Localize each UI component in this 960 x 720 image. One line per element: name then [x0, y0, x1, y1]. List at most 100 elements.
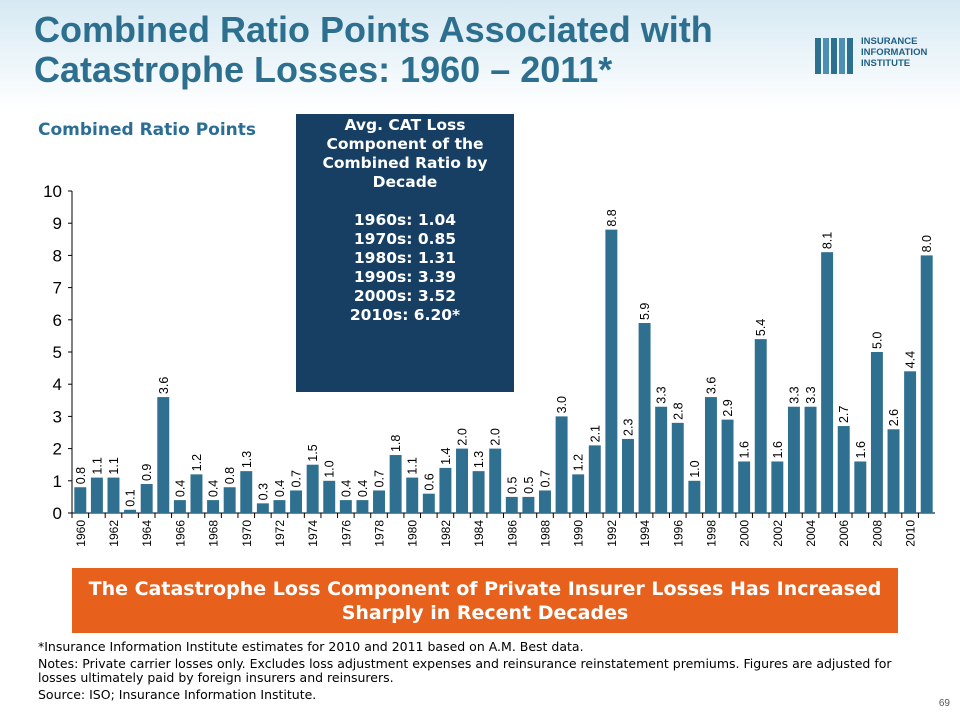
bar-value-label: 1.6: [738, 441, 752, 458]
bar-value-label: 1.5: [306, 444, 320, 461]
y-tick-label: 4: [53, 375, 62, 394]
bar-value-label: 1.3: [240, 451, 254, 468]
x-tick-label: 1980: [406, 520, 420, 547]
bar-value-label: 0.4: [273, 480, 287, 497]
y-tick-label: 1: [53, 472, 62, 491]
decade-average-box: Avg. CAT Loss Component of the Combined …: [294, 112, 516, 394]
bar-value-label: 0.5: [505, 476, 519, 493]
bar: [323, 480, 336, 513]
page-title: Combined Ratio Points Associated with Ca…: [34, 9, 713, 90]
bar: [870, 352, 883, 513]
x-tick-label: 1976: [339, 520, 353, 547]
bar: [655, 406, 668, 513]
bar: [721, 419, 734, 513]
bar: [804, 406, 817, 513]
bar-value-label: 1.1: [107, 457, 121, 474]
bar: [157, 397, 170, 513]
x-tick-label: 1960: [74, 520, 88, 547]
x-tick-label: 1990: [572, 520, 586, 547]
bar: [704, 397, 717, 513]
bar: [240, 471, 253, 513]
bar-value-label: 1.1: [90, 457, 104, 474]
bar: [605, 229, 618, 513]
callout-banner: The Catastrophe Loss Component of Privat…: [72, 568, 898, 633]
bar: [439, 467, 452, 513]
y-tick-label: 5: [53, 343, 62, 362]
bar: [787, 406, 800, 513]
bar-value-label: 8.0: [920, 235, 934, 252]
footnote-notes: Notes: Private carrier losses only. Excl…: [38, 656, 892, 685]
y-tick-label: 7: [53, 279, 62, 298]
bar-value-label: 2.1: [588, 425, 602, 442]
bar-value-label: 0.7: [373, 470, 387, 487]
bar: [837, 426, 850, 513]
decade-line-1970s: 1970s: 0.85: [353, 230, 457, 248]
y-tick-label: 6: [53, 311, 62, 330]
bar: [754, 339, 767, 513]
bar: [854, 461, 867, 513]
bar: [738, 461, 751, 513]
bar: [190, 474, 203, 513]
logo-text: INSURANCE INFORMATION INSTITUTE: [861, 36, 928, 69]
x-tick-label: 1974: [306, 520, 320, 547]
x-tick-label: 1962: [107, 520, 121, 547]
bar-value-label: 0.7: [538, 470, 552, 487]
y-tick-label: 8: [53, 246, 62, 265]
bar-value-label: 3.3: [787, 386, 801, 403]
y-axis-title: Combined Ratio Points: [38, 120, 257, 140]
bar: [887, 429, 900, 513]
bar: [771, 461, 784, 513]
bar-value-label: 0.9: [140, 464, 154, 481]
bar: [290, 490, 303, 513]
bar-value-label: 0.4: [356, 480, 370, 497]
logo-mark-icon: [815, 38, 853, 74]
bar: [522, 496, 535, 513]
bar-value-label: 2.0: [456, 428, 470, 445]
bar-value-label: 1.6: [854, 441, 868, 458]
bar-value-label: 2.3: [621, 419, 635, 436]
bar: [74, 487, 87, 513]
bar-value-label: 1.4: [439, 447, 453, 464]
bar: [472, 471, 485, 513]
bar-value-label: 1.0: [323, 460, 337, 477]
x-tick-label: 2008: [870, 520, 884, 547]
footnotes: *Insurance Information Institute estimat…: [38, 640, 918, 705]
x-tick-label: 1992: [605, 520, 619, 547]
bar-value-label: 2.7: [837, 406, 851, 423]
decade-line-1960s: 1960s: 1.04: [353, 211, 457, 229]
bar: [140, 484, 153, 513]
x-tick-label: 1964: [140, 520, 154, 547]
bar: [588, 445, 601, 513]
x-tick-label: 2002: [771, 520, 785, 547]
x-tick-label: 1986: [505, 520, 519, 547]
x-tick-label: 1988: [538, 520, 552, 547]
bar: [505, 496, 518, 513]
bar-value-label: 5.0: [870, 332, 884, 349]
bar: [256, 503, 269, 513]
bar-value-label: 0.8: [223, 467, 237, 484]
x-tick-label: 1996: [671, 520, 685, 547]
bar-value-label: 2.9: [721, 399, 735, 416]
bar: [456, 448, 468, 513]
x-tick-label: 1972: [273, 520, 287, 547]
footnote-source: Source: ISO; Insurance Information Insti…: [38, 687, 317, 702]
bar-value-label: 0.4: [339, 480, 353, 497]
bar: [539, 490, 551, 513]
bar-value-label: 2.0: [489, 428, 503, 445]
x-tick-label: 1966: [173, 520, 187, 547]
x-tick-label: 1968: [207, 520, 221, 547]
x-tick-label: 2004: [804, 520, 818, 547]
bar-value-label: 0.6: [422, 473, 436, 490]
bar: [107, 477, 120, 513]
bar-value-label: 1.0: [688, 460, 702, 477]
y-tick-label: 0: [53, 504, 62, 523]
bar: [306, 464, 319, 513]
decade-line-2010s: 2010s: 6.20*: [349, 306, 461, 324]
bar-value-label: 4.4: [904, 351, 918, 368]
y-tick-label: 10: [43, 182, 62, 201]
bar-value-label: 8.8: [605, 209, 619, 226]
bar: [489, 448, 502, 513]
y-tick-label: 3: [53, 407, 62, 426]
bar-value-label: 1.1: [406, 457, 420, 474]
bar-value-label: 8.1: [821, 232, 835, 249]
